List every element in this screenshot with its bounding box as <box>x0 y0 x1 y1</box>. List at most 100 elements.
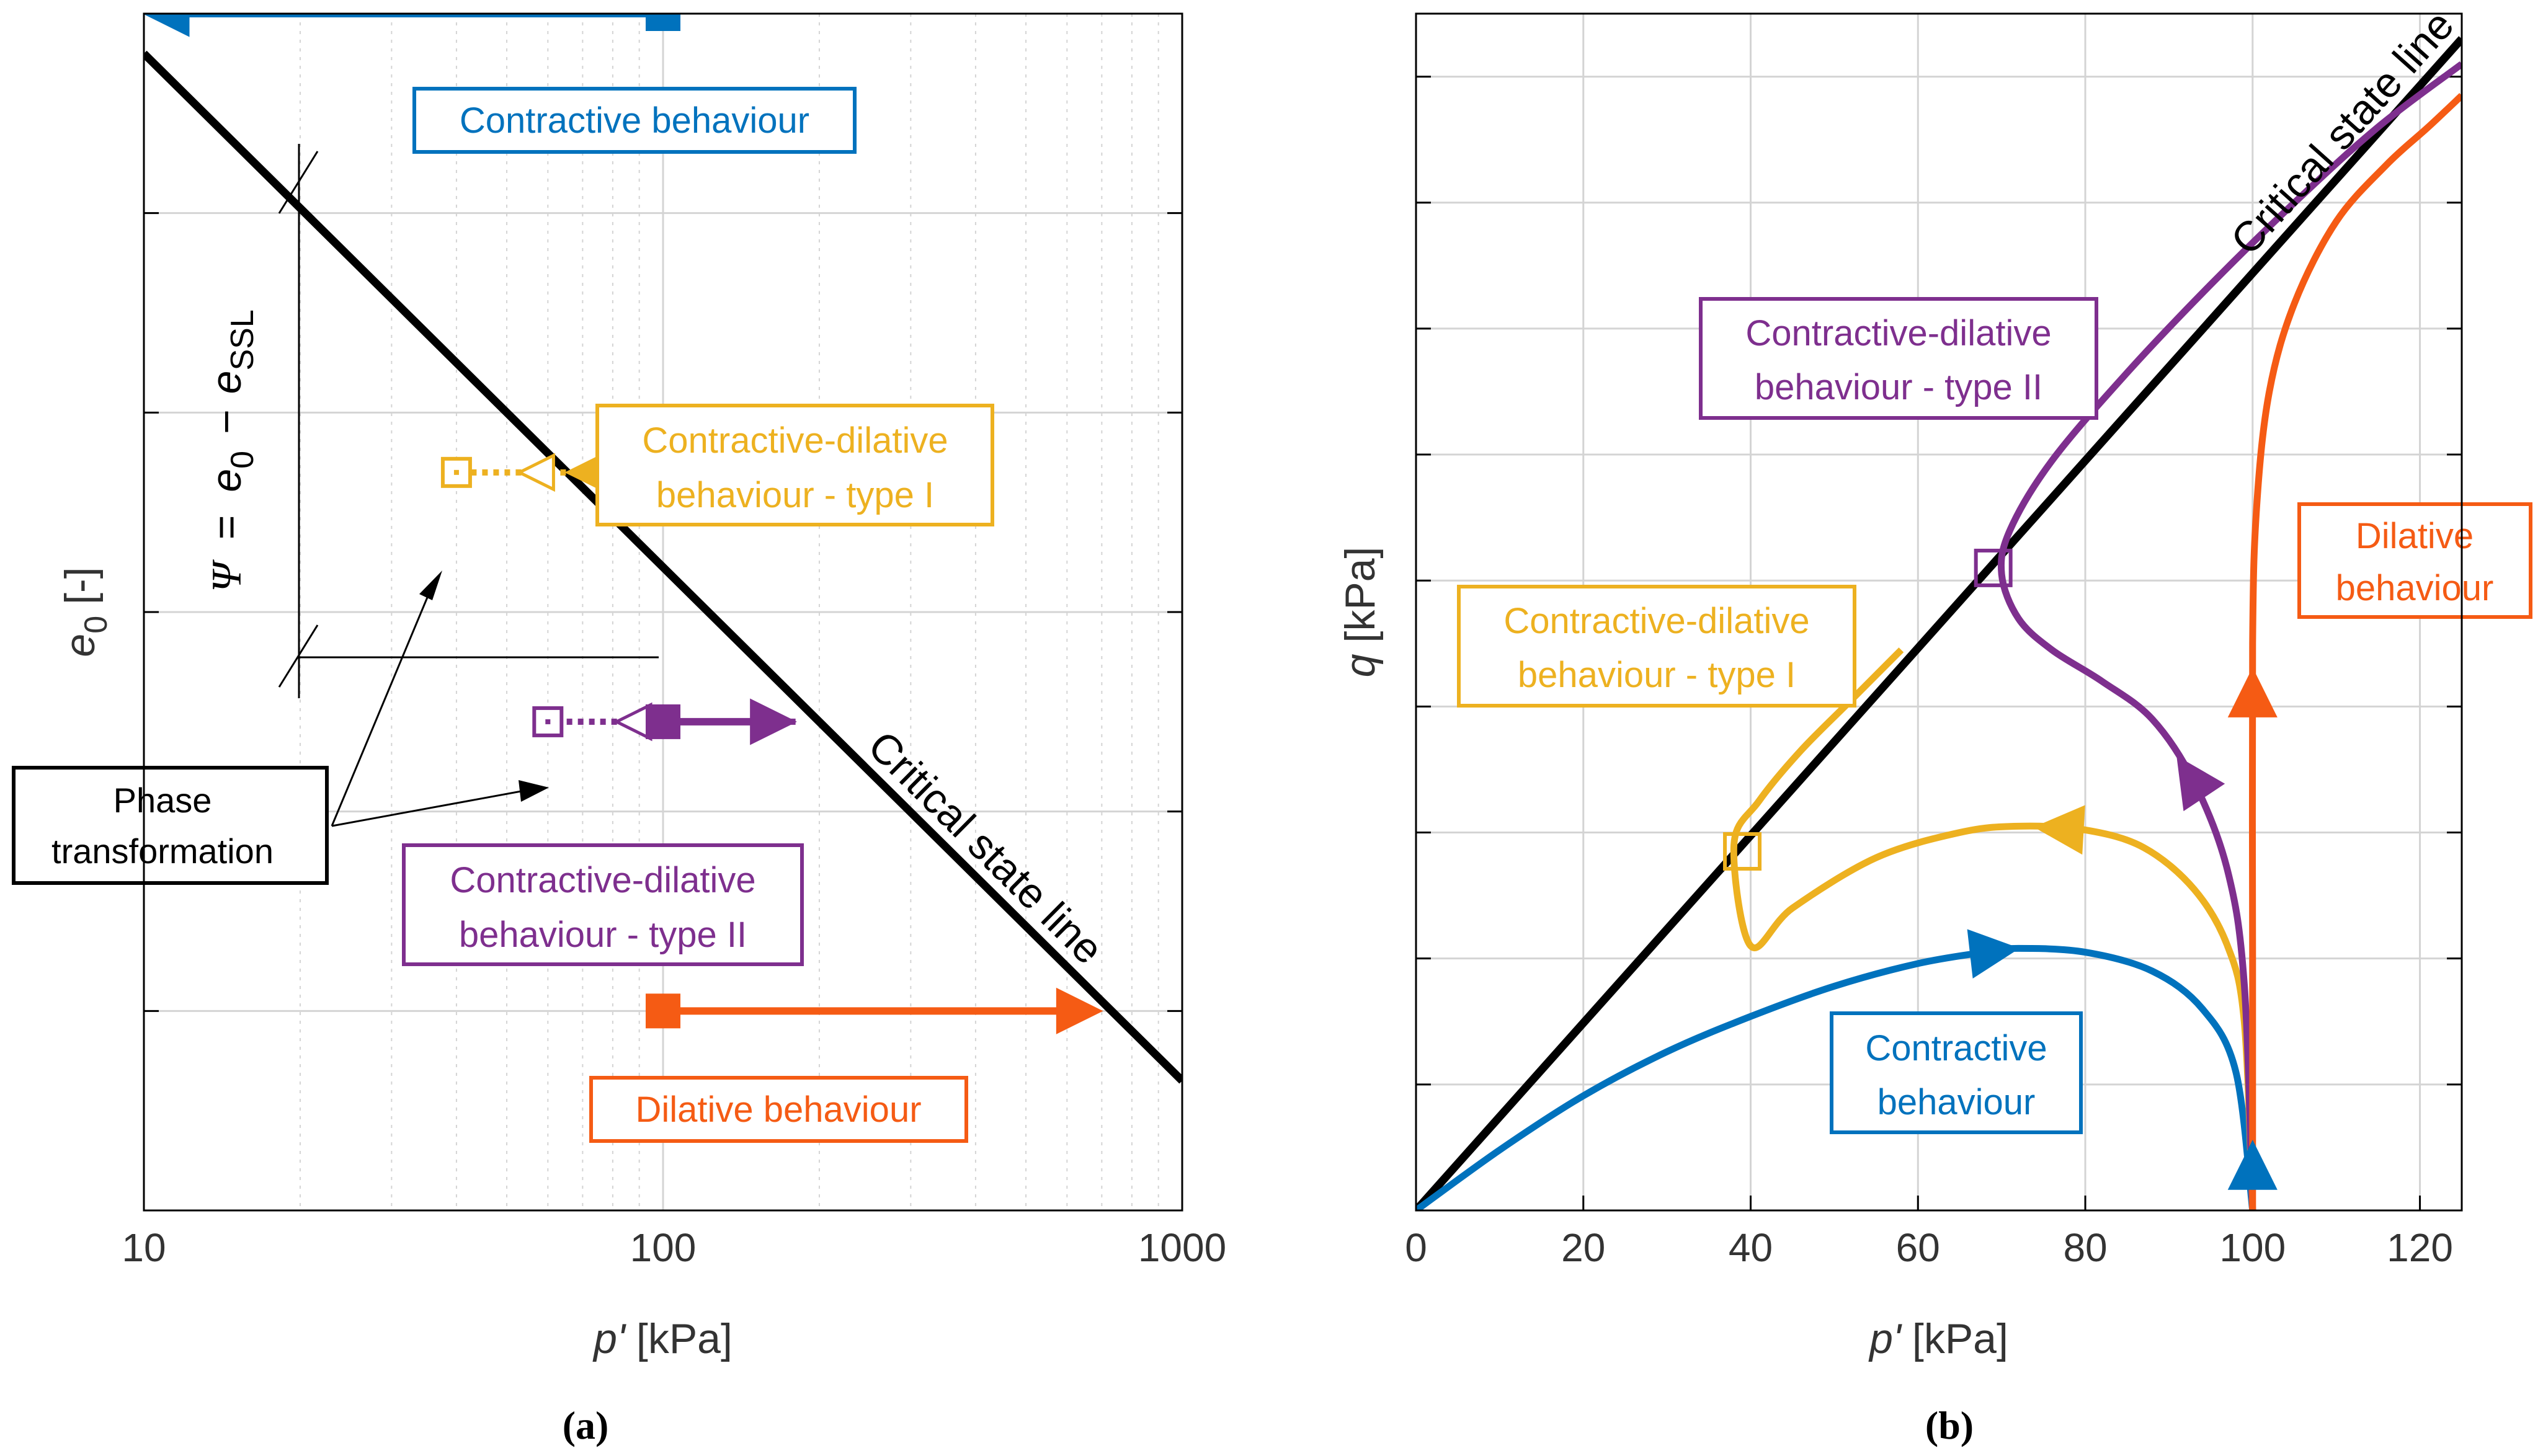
label-b-type1-line2: behaviour - type I <box>1518 655 1796 695</box>
panel-b-arrow-head <box>2227 667 2278 717</box>
panel-b-curve-type1 <box>1723 647 2256 1210</box>
panel-a-path-type2 <box>532 698 797 745</box>
panel-b-arrow-head <box>2176 755 2225 812</box>
label-type1-line2: behaviour - type I <box>656 475 934 515</box>
panel-b-phase-marker <box>1723 832 1762 871</box>
panel-b-curve-contractive <box>1416 929 2256 1210</box>
panel-a-start-marker <box>646 14 680 31</box>
panel-a-start-marker <box>646 993 680 1029</box>
panel-a-csl-label: Critical state line <box>859 722 1112 974</box>
panel-b-phase-marker <box>1974 548 2013 587</box>
label-type1: Contractive-dilative behaviour - type I <box>595 404 994 526</box>
panel-a-frame <box>143 12 1183 1212</box>
panel-a-y-axis-label: e0 [-] <box>56 567 114 657</box>
panel-a-ylabel-sub: 0 <box>78 616 114 634</box>
panel-b-curve-dilative <box>2227 93 2462 1210</box>
psi-equals: = <box>203 515 250 540</box>
panel-b-curves <box>1416 61 2462 1210</box>
panel-a-ylabel-unit: [-] <box>56 567 104 604</box>
panel-a-x-axis-label: p' [kPa] <box>592 1315 733 1362</box>
panel-b-xlabel-symbol: p' <box>1868 1315 1902 1362</box>
panel-a-xlabel-symbol: p' <box>592 1315 626 1362</box>
label-type1-line1: Contractive-dilative <box>642 420 948 461</box>
panel-a-path-contractive <box>144 14 680 37</box>
label-b-contractive-line1: Contractive <box>1865 1028 2047 1068</box>
panel-a-phase-dot <box>545 719 551 724</box>
panel-b-x-tick-label: 0 <box>1405 1225 1427 1270</box>
label-b-dilative-line1: Dilative <box>2356 516 2474 556</box>
panel-b-label: (b) <box>1925 1403 1974 1447</box>
panel-b-curve-type2 <box>1974 61 2462 1210</box>
phase-label-line1: Phase <box>114 781 212 820</box>
label-dilative: Dilative behaviour <box>589 1076 968 1143</box>
panel-a-start-marker <box>646 704 680 739</box>
label-b-type2-line2: behaviour - type II <box>1755 367 2042 407</box>
label-b-contractive-line2: behaviour <box>1877 1082 2036 1122</box>
panel-a-open-arrow <box>613 702 652 742</box>
panel-a-arrow-head <box>144 14 190 37</box>
panel-b-x-tick-label: 20 <box>1561 1225 1605 1270</box>
psi-sub-ssl: SSL <box>225 309 261 370</box>
label-dilative-text: Dilative behaviour <box>635 1090 921 1130</box>
phase-label-line2: transformation <box>51 832 274 871</box>
panel-b-ylabel-unit: [kPa] <box>1337 547 1384 643</box>
psi-e0: e <box>203 469 250 492</box>
label-contractive-text: Contractive behaviour <box>460 100 809 141</box>
panel-a-open-arrow <box>515 453 555 492</box>
panel-a-phase-dot <box>453 469 459 475</box>
panel-b-x-tick-label: 60 <box>1896 1225 1940 1270</box>
panel-b-x-tick-labels: 0 20 40 60 80 100 120 <box>1405 1225 2453 1270</box>
panel-a-critical-state-line <box>144 50 1182 1084</box>
panel-a-label: (a) <box>563 1403 609 1447</box>
psi-dimension <box>278 144 659 698</box>
psi-e-ssl: e <box>203 371 250 394</box>
panel-b-y-axis-label: q [kPa] <box>1337 547 1384 678</box>
psi-label: Ψ = e0 − eSSL <box>203 309 262 592</box>
psi-minus: − <box>203 409 250 434</box>
phase-transformation-callout: Phase transformation <box>12 570 549 885</box>
panel-b-series-line <box>1730 647 2256 1210</box>
panel-b-x-tick-label: 120 <box>2387 1225 2453 1270</box>
panel-a-arrow-head <box>750 698 797 745</box>
label-type2: Contractive-dilative behaviour - type II <box>402 843 804 966</box>
panel-a-path-dilative <box>646 987 1103 1034</box>
svg-text:Ψ = e0: Ψ = e0 − eSSL <box>203 309 262 592</box>
label-b-dilative: Dilative behaviour <box>2297 502 2532 619</box>
svg-text:q[kPa]: q [kPa] <box>1337 547 1384 678</box>
label-b-type1-line1: Contractive-dilative <box>1503 601 1809 641</box>
panel-b-series-line <box>1997 61 2462 1210</box>
panel-a-xlabel-unit: [kPa] <box>636 1315 733 1362</box>
panel-b-start-arrow-head <box>2227 1140 2278 1190</box>
panel-b-arrow-head <box>1967 929 2020 979</box>
panel-b-xlabel-unit: [kPa] <box>1912 1315 2008 1362</box>
panel-b-frame <box>1415 12 2463 1212</box>
psi-symbol: Ψ <box>203 559 250 592</box>
panel-a-x-tick-labels: 10 100 1000 <box>122 1225 1226 1270</box>
panel-a-x-tick-label: 1000 <box>1138 1225 1226 1270</box>
panel-a-x-tick-label: 10 <box>122 1225 166 1270</box>
panel-b-arrow-head <box>2033 805 2085 855</box>
panel-b-x-tick-label: 100 <box>2219 1225 2286 1270</box>
panel-b-x-tick-label: 40 <box>1729 1225 1773 1270</box>
psi-sub-0: 0 <box>225 451 261 469</box>
label-b-type2: Contractive-dilative behaviour - type II <box>1699 297 2098 420</box>
label-b-contractive: Contractive behaviour <box>1830 1011 2083 1134</box>
phase-transformation-box <box>12 766 329 885</box>
panel-a-x-tick-label: 100 <box>630 1225 697 1270</box>
panel-b-ylabel-symbol: q <box>1337 654 1384 677</box>
panel-b-series-line <box>1416 944 2256 1210</box>
panel-b-x-tick-label: 80 <box>2063 1225 2107 1270</box>
label-type2-line1: Contractive-dilative <box>450 860 755 900</box>
panel-b-x-axis-label: p' [kPa] <box>1868 1315 2008 1362</box>
label-b-type1: Contractive-dilative behaviour - type I <box>1457 585 1856 708</box>
svg-text:e0[-]: e0 [-] <box>56 567 114 657</box>
panel-a: Ψ = e0 − eSSL Phase transformation Contr… <box>12 12 1226 1447</box>
label-b-type2-line1: Contractive-dilative <box>1745 313 2051 353</box>
panel-b: Contractive behaviour Contractive-dilati… <box>1337 1 2532 1447</box>
panel-b-critical-state-line <box>1416 36 2462 1210</box>
label-b-dilative-line2: behaviour <box>2336 568 2494 608</box>
panel-a-arrow-head <box>1056 987 1103 1034</box>
label-contractive: Contractive behaviour <box>412 87 857 154</box>
panel-b-series-line <box>2248 93 2462 1210</box>
